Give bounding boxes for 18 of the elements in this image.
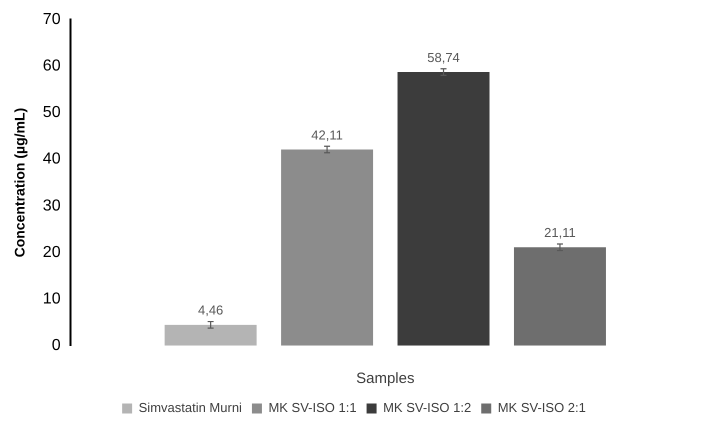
y-tick-label: 20 [42,244,61,261]
data-label: 42,11 [311,127,343,142]
y-tick-label: 40 [42,150,61,168]
data-label: 21,11 [544,225,576,240]
y-tick-label: 0 [52,337,61,354]
y-tick-label: 30 [42,197,61,214]
y-tick-label: 60 [42,58,61,75]
legend-label: Simvastatin Murni [138,400,242,416]
legend-label: MK SV-ISO 1:1 [268,400,357,416]
y-axis-title: Concentration (µg/mL) [11,108,28,258]
data-label: 4,46 [198,302,224,318]
y-tick-label: 70 [42,11,61,28]
y-tick-label: 10 [42,290,61,308]
legend-label: MK SV-ISO 1:2 [383,400,472,416]
y-tick-label: 50 [42,104,61,122]
data-label: 58,74 [427,50,460,65]
legend-label: MK SV-ISO 2:1 [498,400,586,416]
x-axis-title: Samples [356,370,414,388]
